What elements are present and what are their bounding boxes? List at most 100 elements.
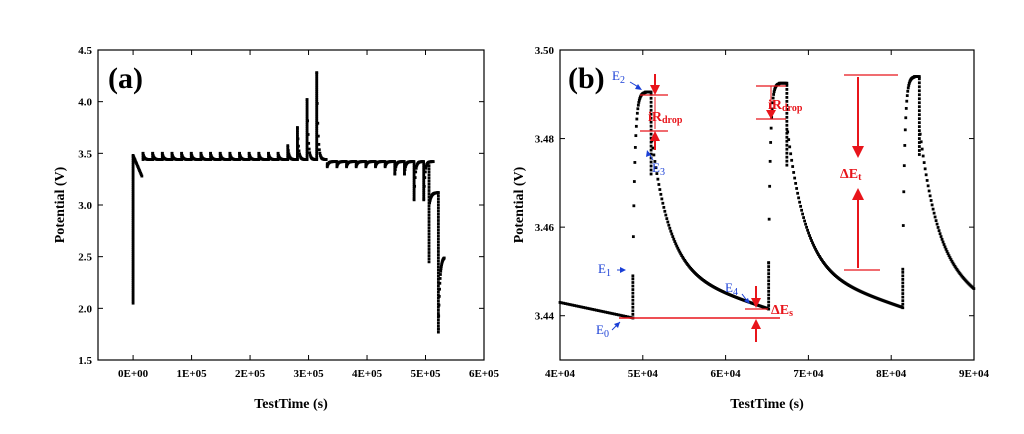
data-point [427,241,431,245]
data-point [767,268,771,272]
data-point [436,327,440,331]
data-point [427,254,431,258]
data-point [131,202,135,206]
data-point [315,112,319,116]
data-point [649,164,653,168]
data-point [427,229,431,233]
data-point [607,311,611,315]
data-point [442,256,446,260]
data-point [131,291,135,295]
data-point [427,189,431,192]
data-point [315,87,319,91]
data-point [131,243,135,247]
data-point [315,154,319,157]
data-point [767,275,771,279]
data-point [305,120,309,124]
data-point [315,79,319,83]
svg-text:E3: E3 [652,160,665,178]
data-point [305,127,309,130]
x-tick-label: 3E+05 [293,368,324,380]
data-point [955,268,959,271]
data-point [424,166,428,170]
data-point [917,129,921,132]
data-point [131,192,135,196]
ir-drop-1 [640,74,668,150]
data-point [319,154,322,157]
data-point [605,311,609,314]
data-point [649,128,653,132]
data-point [943,245,947,249]
data-point [296,133,299,137]
data-point [942,243,946,246]
data-point [631,284,635,288]
data-point [809,236,812,240]
data-point [131,163,135,167]
data-point [305,108,309,112]
data-point [354,160,358,164]
data-point [786,130,790,134]
data-point [436,243,440,247]
data-point [439,269,443,273]
data-point [316,134,320,138]
data-point [904,116,908,120]
data-point [436,200,440,204]
data-point [907,83,911,87]
data-point [657,183,661,186]
data-point [901,288,905,292]
data-point [374,165,377,169]
data-point [773,88,777,92]
data-point [296,147,299,151]
data-point [651,146,655,150]
data-point [919,140,923,144]
data-point [903,128,907,132]
data-point [615,313,618,316]
delta-et-label: ΔEt [840,167,862,183]
data-point [427,223,431,227]
x-tick-label: 9E+04 [959,368,990,380]
panel-b-x-ticks: 4E+04 5E+04 6E+04 7E+04 8E+04 9E+04 [545,50,990,380]
data-point [436,206,440,210]
data-point [296,137,300,141]
data-point [901,281,905,285]
data-point [412,191,416,194]
data-point [560,301,564,305]
data-point [631,288,635,291]
data-point [906,86,910,90]
data-point [901,267,905,271]
data-point [131,285,135,289]
data-point [305,114,309,118]
data-point [440,263,443,267]
data-point [412,182,416,186]
data-point [938,232,942,236]
data-point [315,145,319,149]
data-point [562,301,566,305]
data-point [564,302,567,305]
data-point [945,250,949,253]
data-point [631,277,635,281]
data-point [436,324,440,328]
data-point [318,151,322,155]
data-point [785,115,789,119]
data-point [632,204,636,208]
data-point [584,306,587,310]
data-point [905,99,909,103]
data-point [437,314,441,318]
data-point [802,216,805,219]
data-point [785,92,789,95]
annotation-e1: E1 [598,261,626,279]
data-point [436,259,440,263]
data-point [427,182,431,186]
data-point [248,154,252,157]
data-point [131,250,135,253]
data-point [160,158,164,161]
data-point [436,256,440,260]
e0-sub: 0 [604,329,609,340]
data-point [817,253,820,257]
data-point [431,160,435,164]
data-point [436,197,440,201]
data-point [785,135,789,139]
data-point [305,106,309,110]
data-point [305,151,309,155]
data-point [297,144,300,148]
data-point [901,292,905,295]
